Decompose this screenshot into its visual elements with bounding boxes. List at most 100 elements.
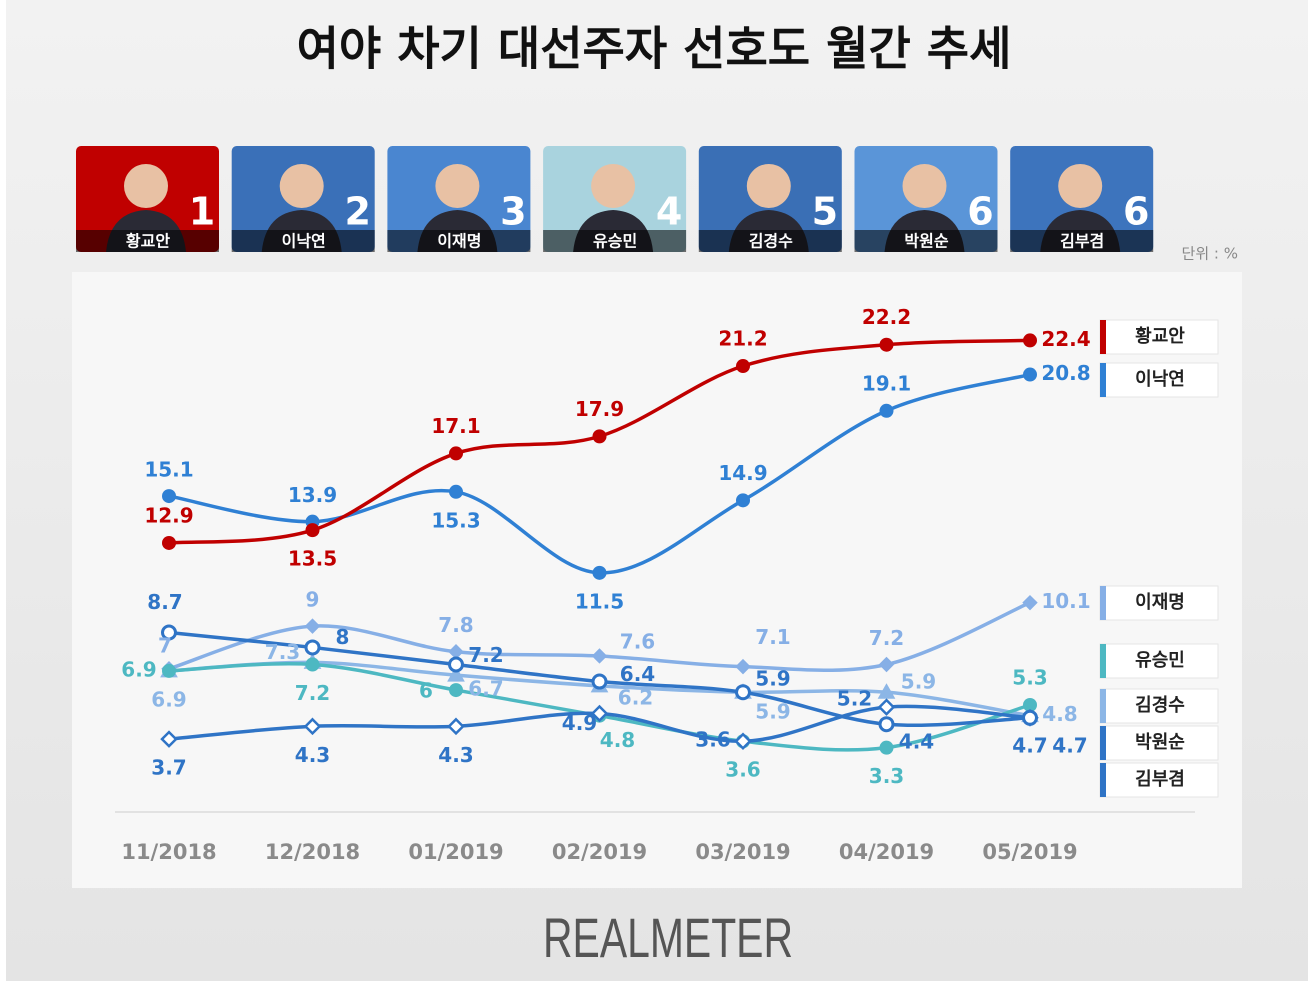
data-label: 22.4 — [1041, 327, 1090, 351]
data-label: 22.2 — [862, 305, 911, 329]
marker — [1024, 711, 1037, 724]
data-label: 7 — [158, 633, 172, 657]
candidate-name: 이낙연 — [282, 232, 326, 251]
data-label: 7.8 — [438, 613, 473, 637]
face — [747, 164, 791, 208]
legend-swatch — [1100, 586, 1106, 620]
marker — [449, 446, 463, 460]
unit-label: 단위 : % — [1182, 245, 1238, 263]
data-label: 5.9 — [901, 670, 936, 694]
marker — [880, 338, 894, 352]
data-label: 19.1 — [862, 371, 911, 395]
candidate-name: 이재명 — [437, 232, 481, 251]
data-label: 6.9 — [121, 657, 156, 681]
marker — [162, 536, 176, 550]
marker — [593, 675, 606, 688]
marker — [880, 741, 894, 755]
face — [1058, 164, 1102, 208]
marker — [736, 359, 750, 373]
legend-label: 황교안 — [1135, 326, 1185, 347]
legend-label: 김경수 — [1135, 695, 1185, 716]
legend-label: 이낙연 — [1135, 369, 1185, 390]
data-label: 5.2 — [837, 687, 872, 711]
candidate-rank: 5 — [812, 190, 838, 234]
data-label: 7.6 — [620, 629, 655, 653]
data-label: 3.6 — [695, 728, 730, 752]
marker — [593, 566, 607, 580]
marker — [449, 485, 463, 499]
marker — [736, 493, 750, 507]
candidate-rank: 1 — [189, 190, 215, 234]
data-label: 17.9 — [575, 397, 624, 421]
legend-label: 유승민 — [1135, 650, 1185, 671]
legend-label: 김부겸 — [1135, 769, 1185, 790]
data-label: 4.9 — [562, 711, 597, 735]
data-label: 6 — [419, 679, 433, 703]
legend-swatch — [1100, 763, 1106, 797]
candidate-rank: 4 — [656, 190, 682, 234]
marker — [1023, 368, 1037, 382]
data-label: 6.7 — [468, 677, 503, 701]
data-label: 7.2 — [869, 626, 904, 650]
data-label: 4.3 — [438, 743, 473, 767]
data-label: 21.2 — [718, 327, 767, 351]
data-label: 17.1 — [431, 414, 480, 438]
data-label: 12.9 — [144, 503, 193, 527]
data-label: 6.9 — [151, 687, 186, 711]
data-label: 4.3 — [295, 743, 330, 767]
data-label: 4.7 — [1012, 733, 1047, 757]
face — [280, 164, 324, 208]
data-label: 14.9 — [718, 461, 767, 485]
data-label: 5.9 — [755, 700, 790, 724]
x-tick-label: 11/2018 — [121, 840, 216, 864]
data-label: 13.5 — [288, 547, 337, 571]
source-logo: REALMETER — [543, 906, 793, 969]
data-label: 7.1 — [755, 625, 790, 649]
candidate-rank: 6 — [967, 190, 993, 234]
marker — [449, 683, 463, 697]
candidate-rank: 3 — [500, 190, 526, 234]
data-label: 4.8 — [600, 728, 635, 752]
data-label: 5.9 — [755, 667, 790, 691]
marker — [306, 523, 320, 537]
legend-swatch — [1100, 644, 1106, 678]
marker — [306, 641, 319, 654]
marker — [880, 404, 894, 418]
data-label: 3.3 — [869, 764, 904, 788]
data-label: 8 — [336, 625, 350, 649]
candidate-name: 유승민 — [593, 232, 637, 251]
face — [591, 164, 635, 208]
marker — [593, 429, 607, 443]
x-tick-label: 01/2019 — [408, 840, 503, 864]
candidate-name: 김경수 — [749, 232, 793, 251]
x-tick-label: 03/2019 — [695, 840, 790, 864]
marker — [880, 718, 893, 731]
data-label: 11.5 — [575, 589, 624, 613]
candidate-name: 김부겸 — [1060, 232, 1104, 251]
candidate-name: 황교안 — [126, 232, 170, 251]
data-label: 9 — [306, 588, 320, 612]
data-label: 6.4 — [620, 662, 655, 686]
data-label: 4.7 — [1052, 733, 1087, 757]
data-label: 3.7 — [151, 756, 186, 780]
x-tick-label: 12/2018 — [265, 840, 360, 864]
data-label: 6.2 — [618, 685, 653, 709]
marker — [162, 664, 176, 678]
legend-label: 박원순 — [1135, 732, 1185, 753]
data-label: 20.8 — [1041, 361, 1090, 385]
data-label: 13.9 — [288, 483, 337, 507]
legend-swatch — [1100, 726, 1106, 760]
face — [435, 164, 479, 208]
data-label: 7.3 — [265, 640, 300, 664]
marker — [306, 657, 320, 671]
legend-label: 이재명 — [1135, 592, 1185, 613]
chart-title: 여야 차기 대선주자 선호도 월간 추세 — [297, 22, 1012, 76]
x-tick-label: 04/2019 — [839, 840, 934, 864]
chart: 여야 차기 대선주자 선호도 월간 추세 단위 : % REALMETER 황교… — [0, 0, 1308, 981]
legend-swatch — [1100, 320, 1106, 354]
data-label: 4.4 — [899, 730, 934, 754]
data-label: 8.7 — [147, 590, 182, 614]
data-label: 15.3 — [431, 508, 480, 532]
candidate-rank: 2 — [344, 190, 370, 234]
